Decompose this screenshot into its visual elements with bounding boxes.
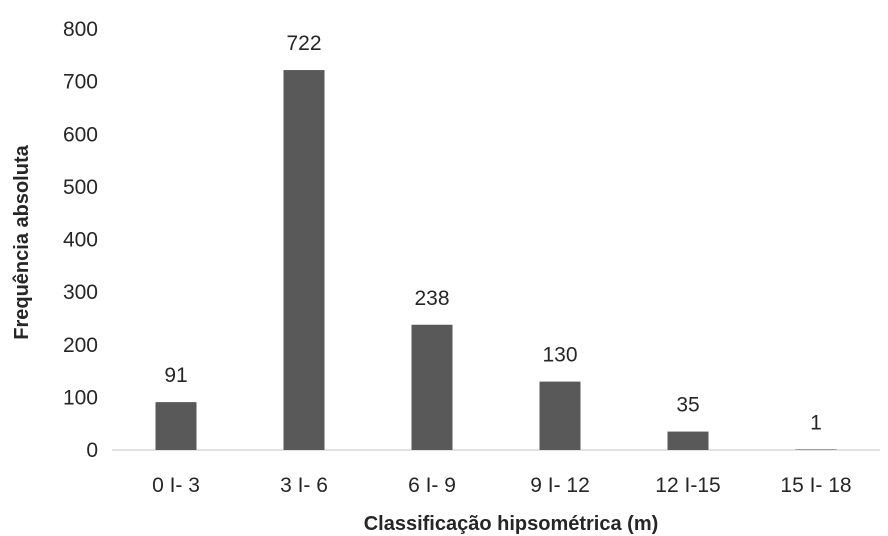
data-label: 91	[164, 364, 187, 387]
x-tick-label: 12 I-15	[655, 474, 720, 497]
y-tick-label: 100	[63, 386, 98, 409]
bar	[667, 431, 709, 450]
x-tick-label: 6 I- 9	[408, 474, 456, 497]
y-tick-label: 700	[63, 71, 98, 94]
x-tick-label: 0 I- 3	[152, 474, 200, 497]
y-tick-label: 600	[63, 123, 98, 146]
data-label: 238	[414, 287, 449, 310]
data-labels: 91 722 238 130 35 1	[164, 32, 822, 434]
x-axis-title: Classificação hipsométrica (m)	[364, 513, 659, 535]
bar	[155, 402, 197, 450]
y-tick-label: 400	[63, 229, 98, 252]
bar	[283, 70, 325, 451]
x-tick-label: 15 I- 18	[780, 474, 851, 497]
bar	[795, 449, 837, 450]
y-axis-title: Frequência absoluta	[11, 144, 33, 339]
bar	[411, 324, 453, 450]
y-tick-label: 0	[86, 439, 98, 462]
y-tick-label: 800	[63, 18, 98, 41]
y-tick-label: 500	[63, 176, 98, 199]
y-tick-label: 300	[63, 281, 98, 304]
data-label: 722	[286, 32, 321, 55]
data-label: 35	[676, 394, 699, 417]
y-axis-ticks: 0 100 200 300 400 500 600 700 800	[63, 18, 98, 462]
x-tick-label: 3 I- 6	[280, 474, 328, 497]
data-label: 1	[810, 411, 822, 434]
x-axis-ticks: 0 I- 3 3 I- 6 6 I- 9 9 I- 12 12 I-15 15 I- 18	[152, 474, 852, 497]
y-tick-label: 200	[63, 334, 98, 357]
bar	[539, 381, 581, 450]
bars	[155, 70, 837, 451]
data-label: 130	[542, 344, 577, 367]
x-tick-label: 9 I- 12	[530, 474, 590, 497]
